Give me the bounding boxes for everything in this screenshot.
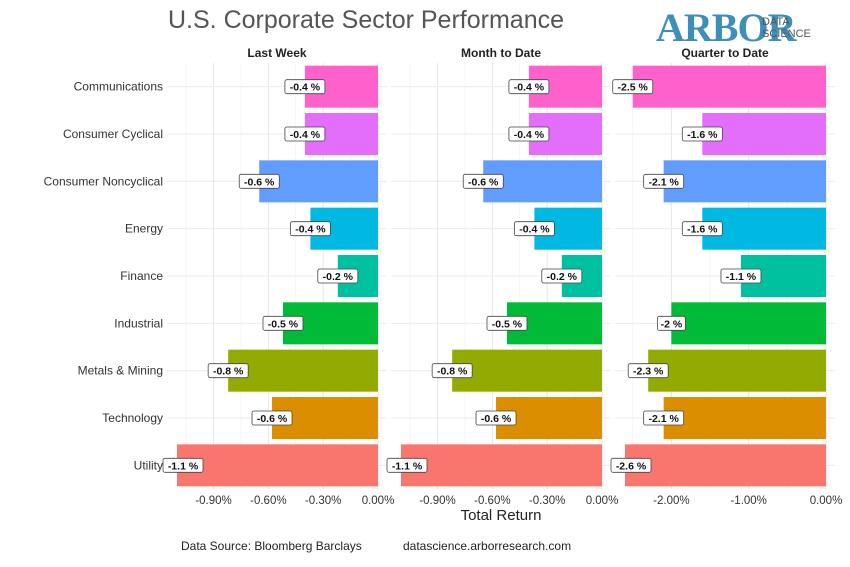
x-tick-label: -0.30% xyxy=(305,495,341,507)
logo-sub-line-1: DATA xyxy=(762,16,790,28)
y-category-label: Industrial xyxy=(114,316,163,330)
y-category-label: Utility xyxy=(134,458,163,472)
data-label: -0.4 % xyxy=(514,129,545,141)
y-category-label: Communications xyxy=(74,80,163,94)
data-label-box xyxy=(207,363,249,379)
bar-0-8 xyxy=(177,444,378,487)
data-label: -0.5 % xyxy=(492,318,523,330)
website-url: datascience.arborresearch.com xyxy=(403,539,572,553)
data-label: -1.6 % xyxy=(687,129,718,141)
data-label: -0.4 % xyxy=(519,224,550,236)
data-label: -0.4 % xyxy=(295,224,326,236)
bar-2-5 xyxy=(671,302,826,345)
x-tick-label: -0.90% xyxy=(195,495,231,507)
data-label: -2 % xyxy=(661,318,683,330)
data-label-box xyxy=(289,221,331,237)
data-label-box xyxy=(462,173,504,189)
x-tick-label: 0.00% xyxy=(362,495,395,507)
bar-2-7 xyxy=(663,397,826,439)
data-label: -2.1 % xyxy=(648,176,679,188)
bar-1-8 xyxy=(401,444,602,487)
data-label-box xyxy=(317,268,359,284)
data-label-box xyxy=(681,126,723,142)
data-label: -0.6 % xyxy=(468,176,499,188)
data-label: -1.1 % xyxy=(726,271,757,283)
y-category-label: Consumer Cyclical xyxy=(63,127,163,141)
data-label: -2.6 % xyxy=(616,460,647,472)
bar-2-1 xyxy=(702,113,826,155)
data-label: -2.3 % xyxy=(633,366,664,378)
x-tick-label: -2.00% xyxy=(653,495,689,507)
data-label-box xyxy=(681,221,723,237)
x-axis-title: Total Return xyxy=(461,507,542,524)
x-tick-label: 0.00% xyxy=(586,495,619,507)
panel-title-1: Month to Date xyxy=(461,46,541,60)
data-label-box xyxy=(508,79,550,95)
data-label-box xyxy=(541,268,583,284)
chart-title: U.S. Corporate Sector Performance xyxy=(168,6,564,34)
x-tick-label: -0.30% xyxy=(529,495,565,507)
x-tick-label: -0.90% xyxy=(419,495,455,507)
data-label: -0.6 % xyxy=(257,413,288,425)
data-label-box xyxy=(238,173,280,189)
data-label: -1.1 % xyxy=(392,460,423,472)
data-label: -0.6 % xyxy=(481,413,512,425)
data-label: -0.2 % xyxy=(323,271,354,283)
bar-2-3 xyxy=(702,207,826,250)
data-label-box xyxy=(284,126,326,142)
data-label-box xyxy=(262,315,304,331)
y-category-label: Energy xyxy=(125,222,163,236)
x-tick-label: 0.00% xyxy=(810,495,843,507)
data-label-box xyxy=(612,79,654,95)
data-label: -0.6 % xyxy=(244,176,275,188)
data-label: -1.6 % xyxy=(687,224,718,236)
y-category-label: Finance xyxy=(120,269,163,283)
y-category-label: Metals & Mining xyxy=(78,364,163,378)
data-label-box xyxy=(251,410,293,426)
data-label: -0.4 % xyxy=(290,82,321,94)
data-label: -1.1 % xyxy=(168,460,199,472)
data-label-box xyxy=(643,410,685,426)
bar-0-6 xyxy=(228,349,378,392)
bar-2-0 xyxy=(632,65,826,108)
data-label-box xyxy=(475,410,517,426)
data-label: -0.5 % xyxy=(268,318,299,330)
data-label-box xyxy=(656,315,686,331)
data-label: -2.1 % xyxy=(648,413,679,425)
data-label-box xyxy=(284,79,326,95)
data-label-box xyxy=(720,268,762,284)
data-label-box xyxy=(610,457,652,473)
x-tick-label: -1.00% xyxy=(730,495,766,507)
bar-2-6 xyxy=(648,349,826,392)
data-label-box xyxy=(508,126,550,142)
data-label-box xyxy=(486,315,528,331)
data-label-box xyxy=(386,457,428,473)
panel-title-0: Last Week xyxy=(247,46,306,60)
data-label-box xyxy=(162,457,204,473)
y-category-label: Technology xyxy=(102,411,163,425)
data-label: -0.2 % xyxy=(547,271,578,283)
y-category-label: Consumer Noncyclical xyxy=(44,174,163,188)
panel-title-2: Quarter to Date xyxy=(681,46,769,60)
data-label-box xyxy=(431,363,473,379)
data-label-box xyxy=(513,221,555,237)
x-tick-label: -0.60% xyxy=(250,495,286,507)
logo-wordmark: ARBOR xyxy=(656,5,796,50)
data-label: -2.5 % xyxy=(618,82,649,94)
bar-2-8 xyxy=(625,444,826,487)
data-source-note: Data Source: Bloomberg Barclays xyxy=(181,539,362,553)
data-label: -0.4 % xyxy=(290,129,321,141)
bar-2-2 xyxy=(663,160,826,203)
logo-subtitle: DATA SCIENCE xyxy=(762,16,822,40)
arbor-logo: ARBOR DATA SCIENCE xyxy=(656,5,811,50)
data-label-box xyxy=(643,173,685,189)
logo-sub-line-2: SCIENCE xyxy=(762,28,811,40)
x-tick-label: -0.60% xyxy=(474,495,510,507)
data-label: -0.8 % xyxy=(213,366,244,378)
data-label-box xyxy=(627,363,669,379)
data-label: -0.4 % xyxy=(514,82,545,94)
bar-1-6 xyxy=(452,349,602,392)
data-label: -0.8 % xyxy=(437,366,468,378)
